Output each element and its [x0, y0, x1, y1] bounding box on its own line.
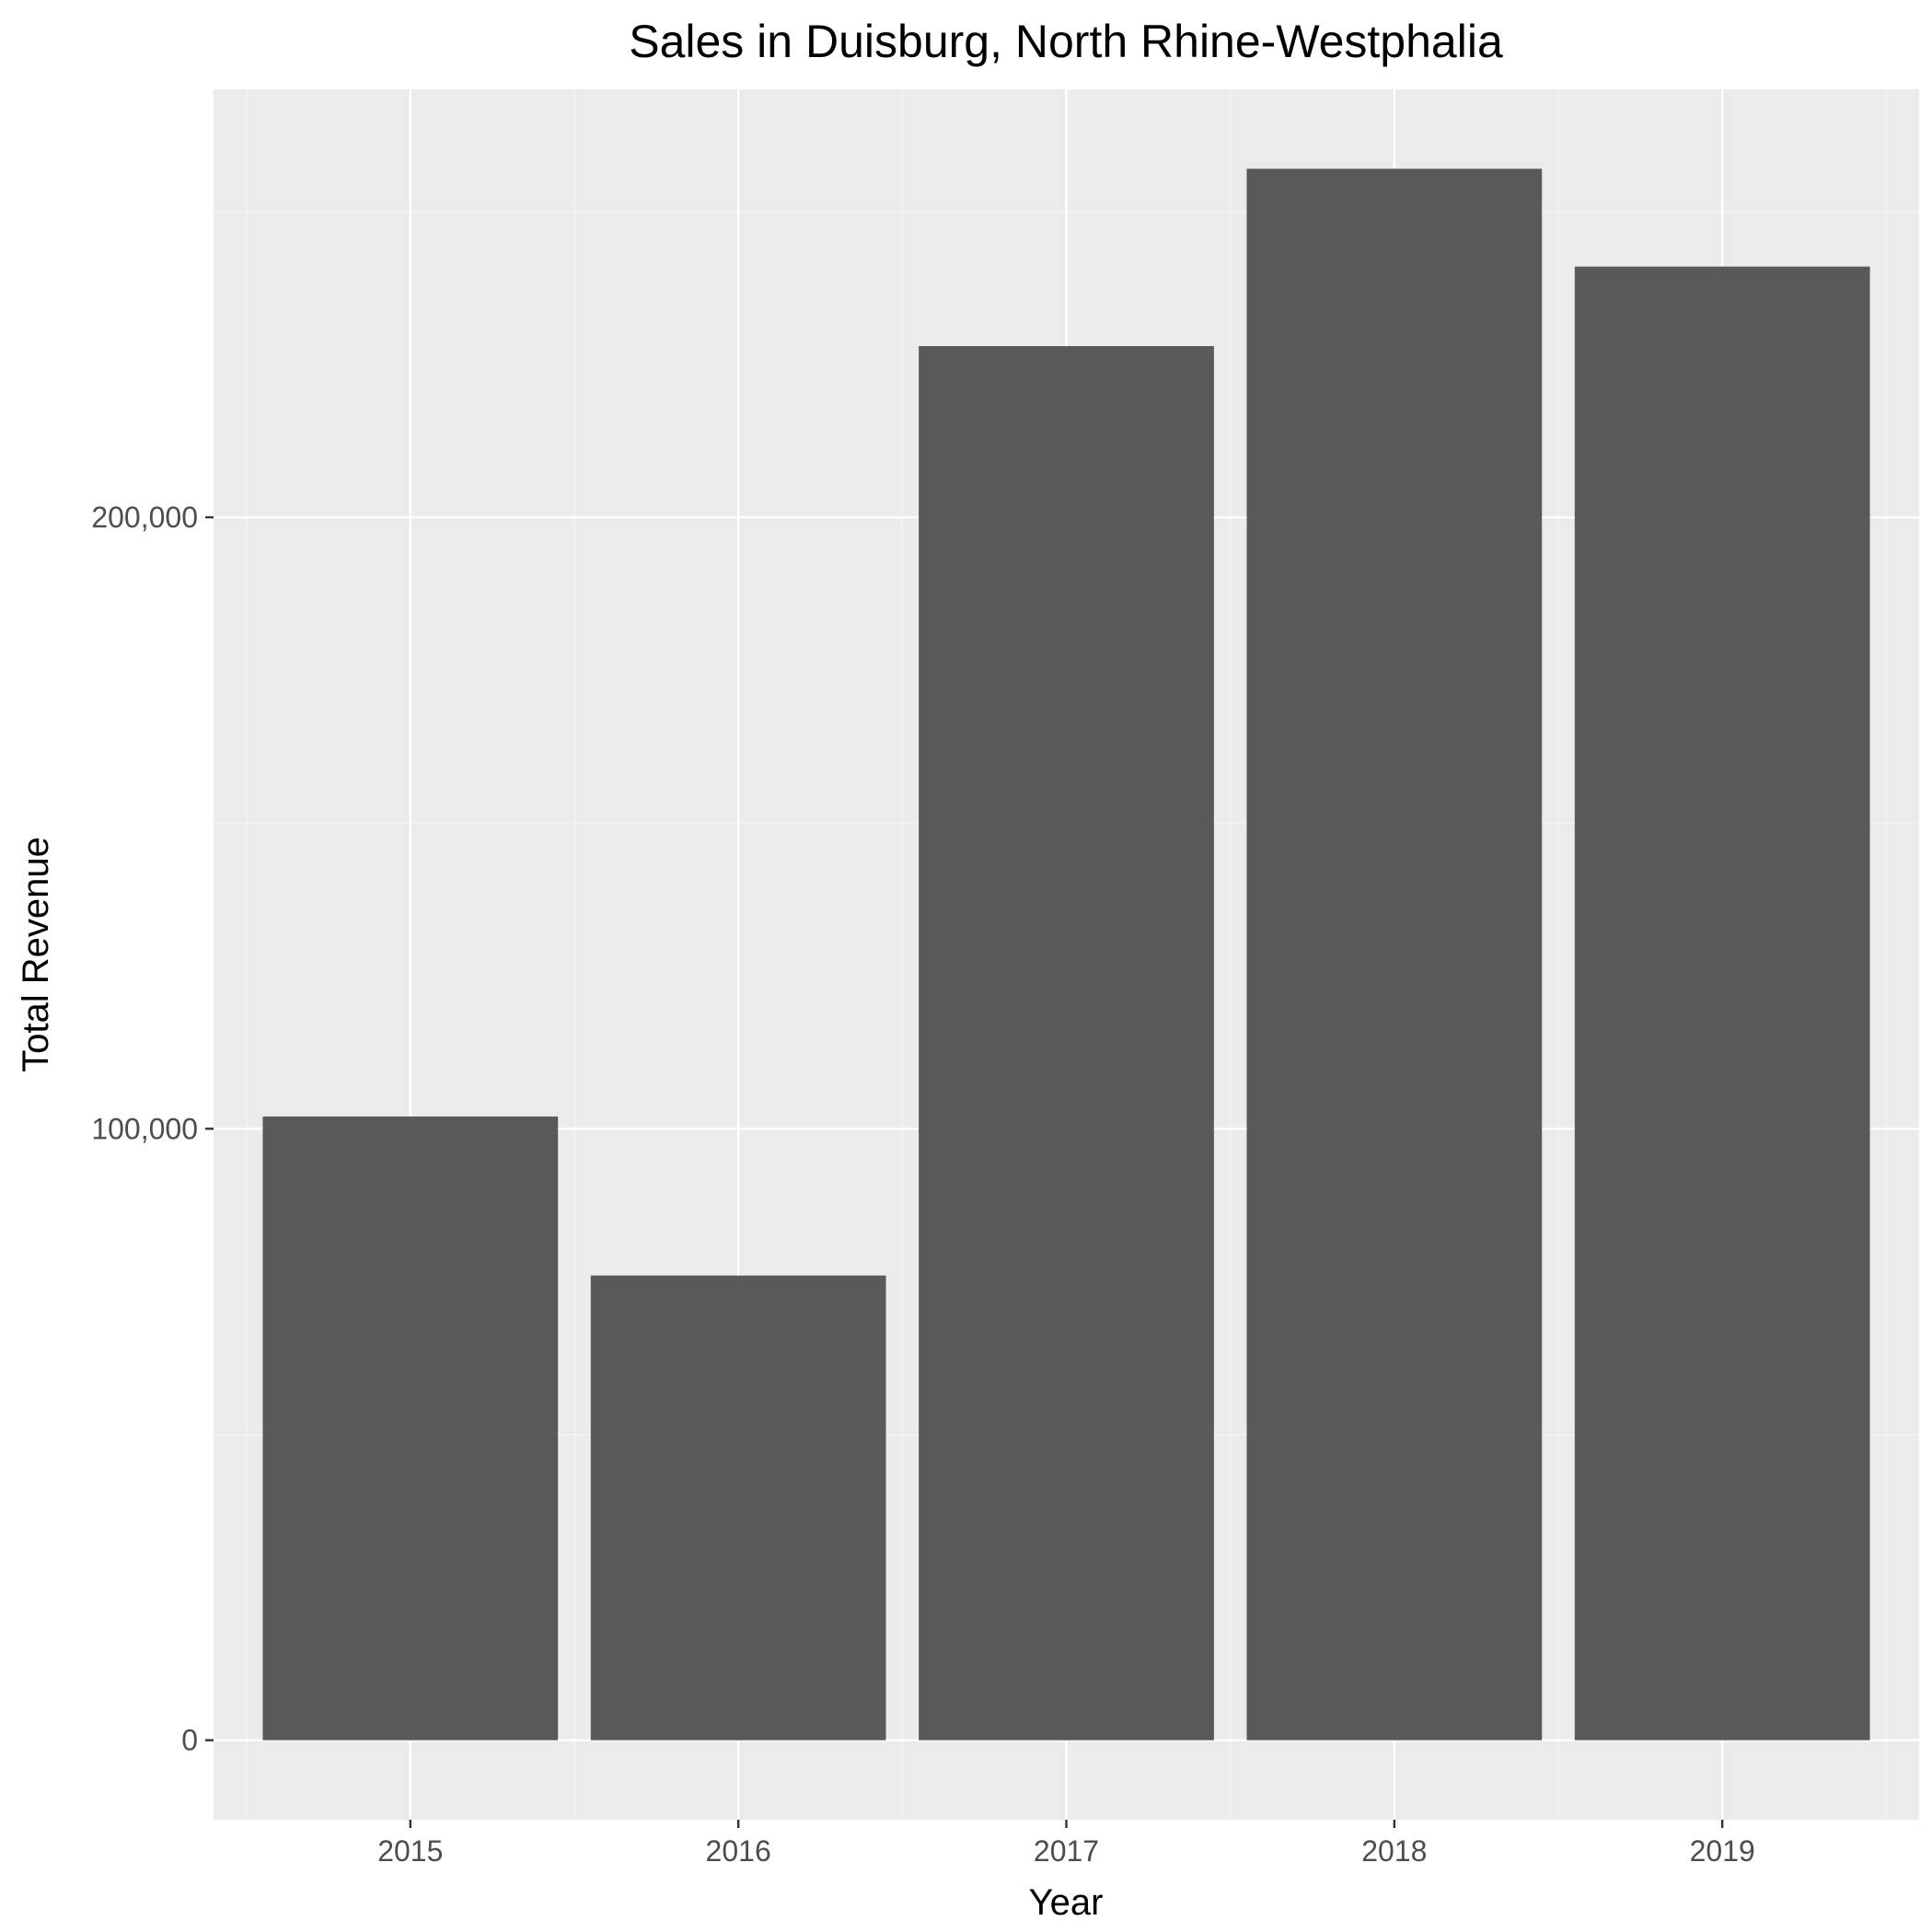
bar-2018	[1246, 168, 1543, 1741]
bars	[262, 168, 1870, 1741]
x-tick-label: 2015	[377, 1834, 443, 1868]
bar-2015	[262, 1116, 559, 1741]
x-axis-title: Year	[1029, 1882, 1104, 1923]
bar-2016	[590, 1275, 886, 1741]
y-axis-title: Total Revenue	[16, 837, 56, 1072]
chart-title: Sales in Duisburg, North Rhine-Westphali…	[629, 16, 1503, 67]
x-axis: 2015 2016 2017 2018 2019	[377, 1820, 1755, 1868]
y-tick-label: 100,000	[91, 1112, 198, 1145]
x-tick-label: 2019	[1690, 1834, 1755, 1868]
x-tick-label: 2018	[1361, 1834, 1427, 1868]
x-tick-label: 2016	[706, 1834, 771, 1868]
y-axis: 0 100,000 200,000	[91, 501, 214, 1757]
y-tick-label: 0	[181, 1724, 198, 1757]
y-tick-label: 200,000	[91, 501, 198, 534]
x-tick-label: 2017	[1034, 1834, 1099, 1868]
bar-2017	[919, 346, 1214, 1741]
bar-2019	[1574, 266, 1870, 1741]
